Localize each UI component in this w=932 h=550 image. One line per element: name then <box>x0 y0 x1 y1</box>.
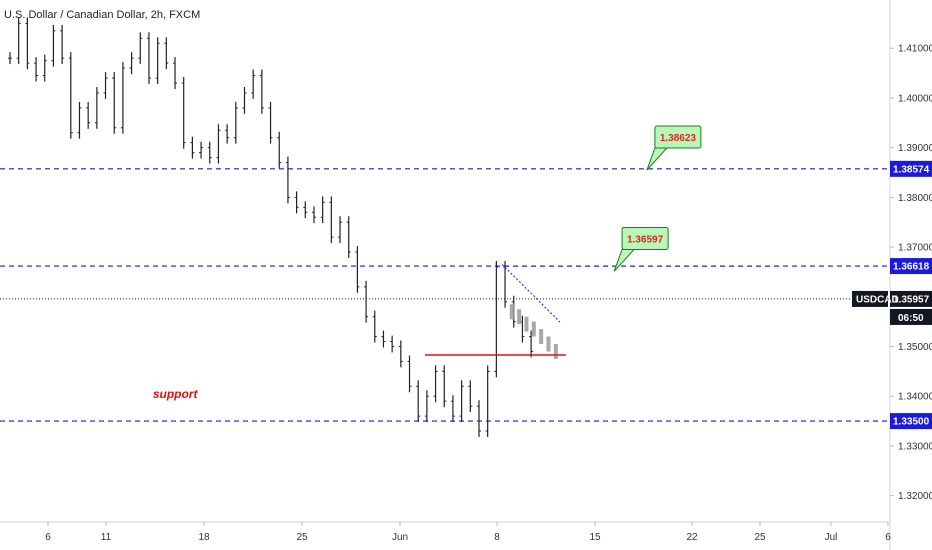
x-tick-label: Jul <box>825 532 838 543</box>
support-annotation: support <box>153 387 199 401</box>
projected-bar <box>553 344 558 359</box>
drawings: 1.38623 1.36597 <box>424 125 782 356</box>
y-tick-label: 1.37000 <box>898 243 932 254</box>
x-tick-label: Jun <box>392 532 408 543</box>
level-price-tag-label: 1.36618 <box>893 262 930 273</box>
countdown-label: 06:50 <box>898 313 924 324</box>
level-price-tag <box>890 160 932 177</box>
y-tick-label: 1.40000 <box>898 93 932 104</box>
projected-bar <box>524 316 529 332</box>
price-axis[interactable]: 1.41000 1.40000 1.39000 1.38000 1.37000 1.350… <box>852 44 932 502</box>
level-price-tag-label: 1.33500 <box>893 417 930 428</box>
level-price-tag-label: 1.38574 <box>893 164 930 175</box>
level-price-tag <box>890 413 932 430</box>
x-tick-label: 8 <box>494 532 500 543</box>
level-price-tag <box>890 290 932 307</box>
callout-box <box>621 226 669 250</box>
symbol-tag-label: USDCAD <box>856 294 899 305</box>
x-tick-label: 18 <box>198 532 210 543</box>
projected-bar <box>539 329 544 345</box>
level-price-tag-label: 1.35957 <box>893 294 930 305</box>
callout-label: 1.38623 <box>660 133 697 144</box>
y-tick-label: 1.34000 <box>898 392 932 403</box>
x-tick-label: 25 <box>296 532 308 543</box>
y-tick-label: 1.35000 <box>898 342 932 353</box>
price-bars <box>8 17 534 437</box>
y-tick-label: 1.41000 <box>898 44 932 55</box>
callout-box <box>654 125 702 149</box>
callout-label: 1.36597 <box>627 234 664 245</box>
projected-bar <box>509 304 514 320</box>
countdown-tag <box>890 308 932 325</box>
x-tick-label: 11 <box>101 532 112 543</box>
y-tick-label: 1.32000 <box>898 491 932 502</box>
x-tick-label: 6 <box>885 532 891 543</box>
projected-bar <box>546 336 551 352</box>
projected-bar <box>517 309 522 325</box>
y-tick-label: 1.39000 <box>898 143 932 154</box>
level-price-tag <box>890 258 932 275</box>
trendline <box>501 264 561 323</box>
x-tick-label: 6 <box>45 532 51 543</box>
y-tick-label: 1.33000 <box>898 441 932 452</box>
x-tick-label: 15 <box>589 532 601 543</box>
x-tick-label: 22 <box>686 532 698 543</box>
x-tick-label: 25 <box>754 532 766 543</box>
time-axis[interactable]: 6 11 18 25 Jun 8 15 22 25 Jul 6 <box>45 522 891 543</box>
projected-bars <box>509 304 558 359</box>
symbol-tag <box>852 290 888 307</box>
y-tick-label: 1.38000 <box>898 193 932 204</box>
chart-title: U.S. Dollar / Canadian Dollar, 2h, FXCM <box>4 9 200 21</box>
projected-bar <box>531 321 536 337</box>
